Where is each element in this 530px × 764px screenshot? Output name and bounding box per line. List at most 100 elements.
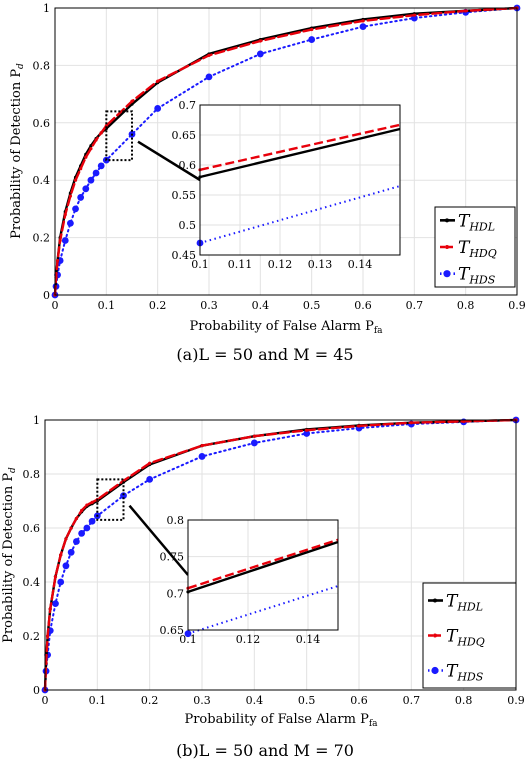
- data-point-hds: [73, 538, 80, 545]
- x-tick-label: 0.3: [193, 694, 211, 707]
- inset-y-tick-label: 0.6: [179, 159, 197, 172]
- y-axis-label-b: Probability of Detection Pd: [1, 467, 18, 643]
- x-tick-label: 0.4: [246, 694, 264, 707]
- inset-frame: [187, 519, 339, 631]
- data-point-hds: [359, 23, 367, 31]
- chart-panel-a: 0 0.1 0.2 0.3 0.4 0.5 0.6 0.7 0.8 0.900.20.40.60.…: [9, 2, 526, 364]
- x-tick-label: 0: [42, 694, 49, 707]
- y-tick-label: 0: [33, 684, 40, 697]
- x-axis-label-b: Probability of False Alarm Pfa: [184, 712, 378, 729]
- legend-label-hdq: THDQ: [458, 238, 497, 260]
- inset-y-tick-label: 0.7: [179, 99, 197, 112]
- y-tick-label: 0.8: [33, 59, 51, 72]
- x-tick-label: 0.9: [507, 694, 525, 707]
- data-point-hdq: [80, 508, 84, 513]
- inset-series-line-hdq: [187, 538, 339, 590]
- data-point-hdq: [79, 167, 83, 171]
- y-tick-label: 0.2: [23, 630, 41, 643]
- data-point-hdq: [94, 138, 98, 142]
- inset-y-tick-label: 0.75: [160, 551, 185, 564]
- caption-a: (a)L = 50 and M = 45: [176, 345, 353, 364]
- data-point-hds: [52, 600, 59, 607]
- zoom-connector-line: [128, 504, 189, 576]
- series-line-hds: [54, 7, 518, 296]
- inset-y-tick-label: 0.45: [172, 249, 197, 262]
- inset-data-point-hds: [184, 630, 192, 638]
- data-point-hds: [154, 105, 162, 112]
- series-line-hdq: [53, 6, 519, 297]
- x-tick-label: 0.3: [200, 299, 218, 312]
- zoom-region-box: [105, 110, 134, 162]
- data-point-hds: [250, 439, 258, 447]
- y-tick-label: 0.4: [33, 174, 51, 187]
- inset-y-tick-label: 0.7: [167, 587, 185, 600]
- inset-y-tick-label: 0.8: [167, 514, 185, 527]
- data-point-hdq: [64, 537, 68, 541]
- plot-frame-b: [44, 419, 517, 691]
- inset-y-tick-label: 0.55: [172, 189, 197, 202]
- data-point-hdq: [55, 258, 60, 263]
- legend-marker-hdl: [445, 218, 449, 223]
- data-point-hdq: [59, 553, 63, 557]
- inset-x-tick-label: 0.12: [268, 258, 293, 271]
- data-point-hdq: [63, 213, 67, 217]
- series-b: [41, 416, 520, 694]
- data-point-hds: [67, 219, 74, 227]
- ticks-b: 0 0.1 0.2 0.3 0.4 0.5 0.6 0.7 0.8 0.9 0 0.2 0.4 0.6 0.…: [23, 414, 525, 707]
- data-point-hdq: [85, 503, 89, 507]
- legend-marker-hds: [431, 666, 439, 675]
- y-tick-label: 0.6: [33, 117, 51, 130]
- inset-series-line-hdl: [187, 540, 339, 594]
- data-point-hdq: [252, 434, 256, 438]
- inset-series-line-hdq: [199, 123, 401, 171]
- inset-a: 0.1 0.11 0.12 0.13 0.14 0.45 0.5 0.55 0.6 0.65 0.7: [172, 99, 401, 271]
- data-point-hdq: [90, 500, 94, 504]
- inset-y-tick-label: 0.65: [160, 624, 185, 637]
- x-tick-label: 0.1: [98, 299, 116, 312]
- inset-x-tick-label: 0.1: [179, 633, 197, 646]
- data-point-hds: [77, 194, 85, 201]
- data-point-hds: [198, 453, 206, 460]
- y-tick-label: 0.6: [23, 522, 41, 535]
- series-line-hds: [44, 419, 517, 691]
- data-point-hdq: [412, 13, 416, 17]
- inset-x-tick-label: 0.13: [308, 258, 333, 271]
- data-point-hdq: [310, 27, 314, 32]
- x-tick-label: 0.5: [298, 694, 316, 707]
- legend-marker-hds: [443, 270, 451, 278]
- inset-x-tick-label: 0.1: [191, 258, 209, 271]
- data-point-hds: [92, 169, 100, 177]
- inset-b: 0.1 0.12 0.14 0.65 0.7 0.75 0.8: [160, 514, 339, 646]
- data-point-hdq: [46, 634, 50, 638]
- y-tick-label: 1: [43, 2, 50, 15]
- data-point-hdq: [89, 147, 93, 151]
- legend-label-hdq: THDQ: [446, 627, 485, 649]
- zoom-connector-line: [137, 140, 201, 182]
- legend-label-hds: THDS: [458, 265, 496, 287]
- zoom-region-box: [96, 478, 125, 521]
- x-tick-label: 0.6: [350, 694, 368, 707]
- data-point-hdq: [84, 155, 88, 159]
- legend-a: THDL THDQ THDS: [434, 206, 516, 288]
- data-point-hdq: [99, 131, 103, 135]
- data-point-hdq: [74, 516, 78, 521]
- x-tick-label: 0.4: [252, 299, 270, 312]
- inset-background: [188, 520, 338, 630]
- x-tick-label: 0.8: [457, 299, 475, 312]
- data-point-hdq: [69, 526, 73, 530]
- zoom-b: [96, 478, 189, 576]
- data-point-hdq: [48, 607, 52, 611]
- y-tick-label: 0.2: [33, 232, 51, 245]
- x-tick-label: 0.6: [354, 299, 372, 312]
- data-point-hds: [62, 562, 70, 570]
- data-point-hds: [120, 492, 127, 499]
- data-point-hds: [78, 530, 86, 537]
- x-tick-label: 0.2: [149, 299, 167, 312]
- data-point-hdq: [409, 421, 413, 425]
- data-point-hds: [61, 237, 69, 244]
- legend-marker-hdl: [433, 598, 437, 603]
- y-tick-label: 0.8: [23, 468, 41, 481]
- y-tick-label: 0.4: [23, 576, 41, 589]
- data-point-hdq: [305, 428, 309, 432]
- data-point-hdq: [357, 424, 361, 428]
